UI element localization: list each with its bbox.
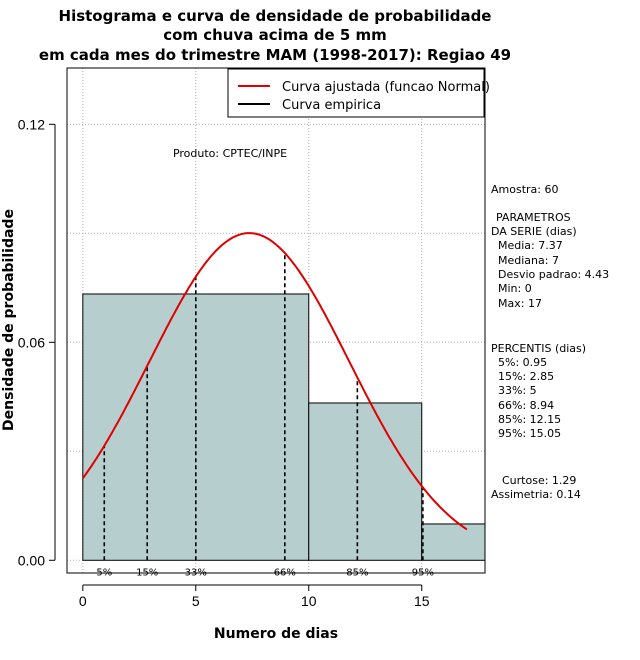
chart-title-line-2: com chuva acima de 5 mm	[163, 26, 387, 44]
y-tick-label: 0.12	[18, 116, 45, 132]
stat-p15: 15%: 2.85	[498, 370, 554, 383]
chart-title-line-3: em cada mes do trimestre MAM (1998-2017)…	[39, 46, 511, 64]
stat-p95: 95%: 15.05	[498, 427, 561, 440]
stat-p85: 85%: 12.15	[498, 413, 561, 426]
stat-p66: 66%: 8.94	[498, 399, 554, 412]
stat-assimetria: Assimetria: 0.14	[491, 488, 581, 501]
stat-parametros-title: PARAMETROS	[496, 211, 571, 224]
stat-min: Min: 0	[498, 282, 532, 295]
x-tick-label: 5	[192, 593, 200, 609]
legend-empirical-label: Curva empirica	[282, 98, 381, 113]
stat-p5: 5%: 0.95	[498, 356, 547, 369]
stat-desvio: Desvio padrao: 4.43	[498, 268, 609, 281]
stat-mediana: Mediana: 7	[498, 254, 559, 267]
stat-curtose: Curtose: 1.29	[502, 474, 576, 487]
axes: 0 5 10 15 0.00 0.06 0.12	[18, 116, 430, 609]
product-note: Produto: CPTEC/INPE	[173, 147, 287, 160]
legend: Curva ajustada (funcao Normal) Curva emp…	[227, 68, 490, 118]
stat-percentis-title: PERCENTIS (dias)	[491, 342, 586, 355]
stat-amostra: Amostra: 60	[491, 183, 558, 196]
legend-normal-label: Curva ajustada (funcao Normal)	[282, 80, 490, 95]
y-tick-label: 0.06	[18, 334, 45, 350]
y-axis-label: Densidade de probabilidade	[1, 209, 17, 431]
x-tick-label: 10	[301, 593, 317, 609]
legend-box	[227, 68, 485, 118]
normal-curve	[81, 232, 468, 531]
normal-curve-layer	[81, 232, 468, 531]
stat-max: Max: 17	[498, 297, 542, 310]
stat-parametros-subtitle: DA SERIE (dias)	[491, 225, 577, 238]
stat-p33: 33%: 5	[498, 384, 537, 397]
plot-frame	[66, 67, 486, 574]
histogram-bar	[421, 523, 486, 561]
y-tick-label: 0.00	[18, 552, 45, 568]
chart-title-line-1: Histograma e curva de densidade de proba…	[59, 7, 492, 25]
stat-media: Media: 7.37	[498, 239, 563, 252]
x-tick-label: 0	[79, 593, 87, 609]
x-axis-label: Numero de dias	[214, 626, 338, 642]
x-tick-label: 15	[414, 593, 430, 609]
histogram-bars	[82, 293, 486, 561]
histogram-bar	[308, 402, 423, 561]
stats-panel: Amostra: 60 PARAMETROS DA SERIE (dias) M…	[491, 183, 609, 501]
